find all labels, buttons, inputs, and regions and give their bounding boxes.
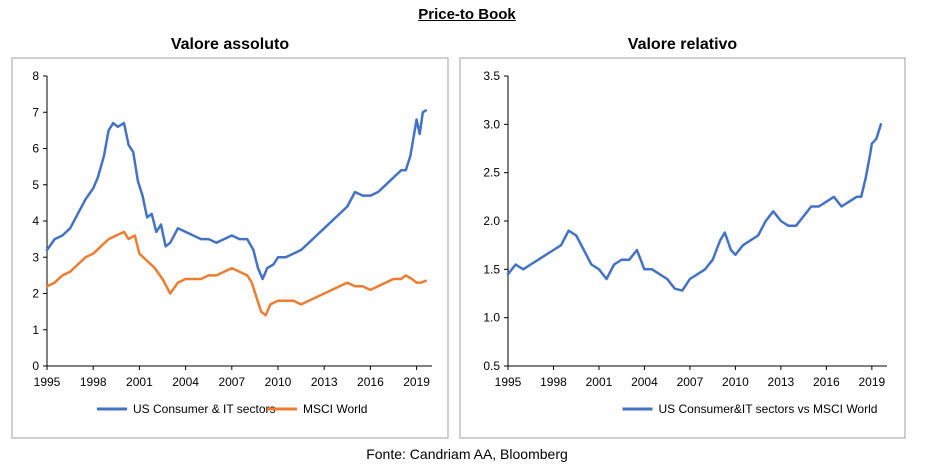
right-chart-plot: 0.5 1.0 1.5 2.0 2.5 3.0 3.5 1995 1998 2001 2004 200… bbox=[483, 69, 887, 416]
left-series-line-1 bbox=[45, 109, 428, 281]
right-x-tick-label: 2001 bbox=[586, 375, 613, 389]
right-y-tick-label: 2.5 bbox=[483, 166, 500, 180]
left-chart-title: Valore assoluto bbox=[170, 36, 290, 53]
left-y-tick-label: 1 bbox=[32, 323, 39, 337]
right-x-tick-label: 2019 bbox=[858, 375, 885, 389]
left-x-tick-label: 1998 bbox=[80, 375, 107, 389]
left-chart-plot: 0 1 2 3 4 5 6 7 8 1995 1998 2001 2004 2007 2010 2013 201… bbox=[32, 69, 432, 416]
left-legend-label-2: MSCI World bbox=[303, 402, 367, 416]
right-chart-title: Valore relativo bbox=[627, 36, 738, 53]
left-y-tick-label: 0 bbox=[32, 359, 39, 373]
left-x-tick-label: 2019 bbox=[403, 375, 430, 389]
left-y-tick-label: 5 bbox=[32, 178, 39, 192]
left-y-tick-label: 4 bbox=[32, 214, 39, 228]
left-x-tick-label: 2001 bbox=[126, 375, 153, 389]
left-y-tick-label: 6 bbox=[32, 142, 39, 156]
left-y-tick-label: 3 bbox=[32, 250, 39, 264]
right-y-tick-label: 1.0 bbox=[483, 311, 500, 325]
right-x-tick-label: 2004 bbox=[631, 375, 658, 389]
page-title: Price-to Book bbox=[418, 6, 516, 23]
right-y-tick-label: 3.5 bbox=[483, 69, 500, 83]
right-x-tick-label: 2013 bbox=[768, 375, 795, 389]
source-note: Fonte: Candriam AA, Bloomberg bbox=[366, 446, 568, 462]
left-x-tick-label: 2016 bbox=[357, 375, 384, 389]
right-y-tick-label: 1.5 bbox=[483, 262, 500, 276]
right-series-line-1 bbox=[506, 123, 883, 292]
right-y-tick-label: 0.5 bbox=[483, 359, 500, 373]
left-chart-frame bbox=[11, 57, 449, 439]
right-x-tick-label: 1995 bbox=[495, 375, 522, 389]
right-chart-frame bbox=[459, 57, 906, 439]
left-x-tick-label: 2013 bbox=[311, 375, 338, 389]
right-x-tick-label: 2010 bbox=[722, 375, 749, 389]
left-x-tick-label: 2004 bbox=[172, 375, 199, 389]
left-y-tick-label: 7 bbox=[32, 105, 39, 119]
right-x-tick-label: 2007 bbox=[677, 375, 704, 389]
right-y-tick-label: 2.0 bbox=[483, 214, 500, 228]
left-x-tick-label: 2010 bbox=[265, 375, 292, 389]
left-y-tick-label: 2 bbox=[32, 287, 39, 301]
right-y-tick-label: 3.0 bbox=[483, 117, 500, 131]
right-legend-label-1: US Consumer&IT sectors vs MSCI World bbox=[659, 402, 878, 416]
left-series-line-2 bbox=[45, 230, 428, 317]
left-x-tick-label: 2007 bbox=[218, 375, 245, 389]
left-y-tick-label: 8 bbox=[32, 69, 39, 83]
left-x-tick-label: 1995 bbox=[34, 375, 61, 389]
left-legend-label-1: US Consumer & IT sectors bbox=[133, 402, 276, 416]
right-x-tick-label: 1998 bbox=[540, 375, 567, 389]
right-x-tick-label: 2016 bbox=[813, 375, 840, 389]
